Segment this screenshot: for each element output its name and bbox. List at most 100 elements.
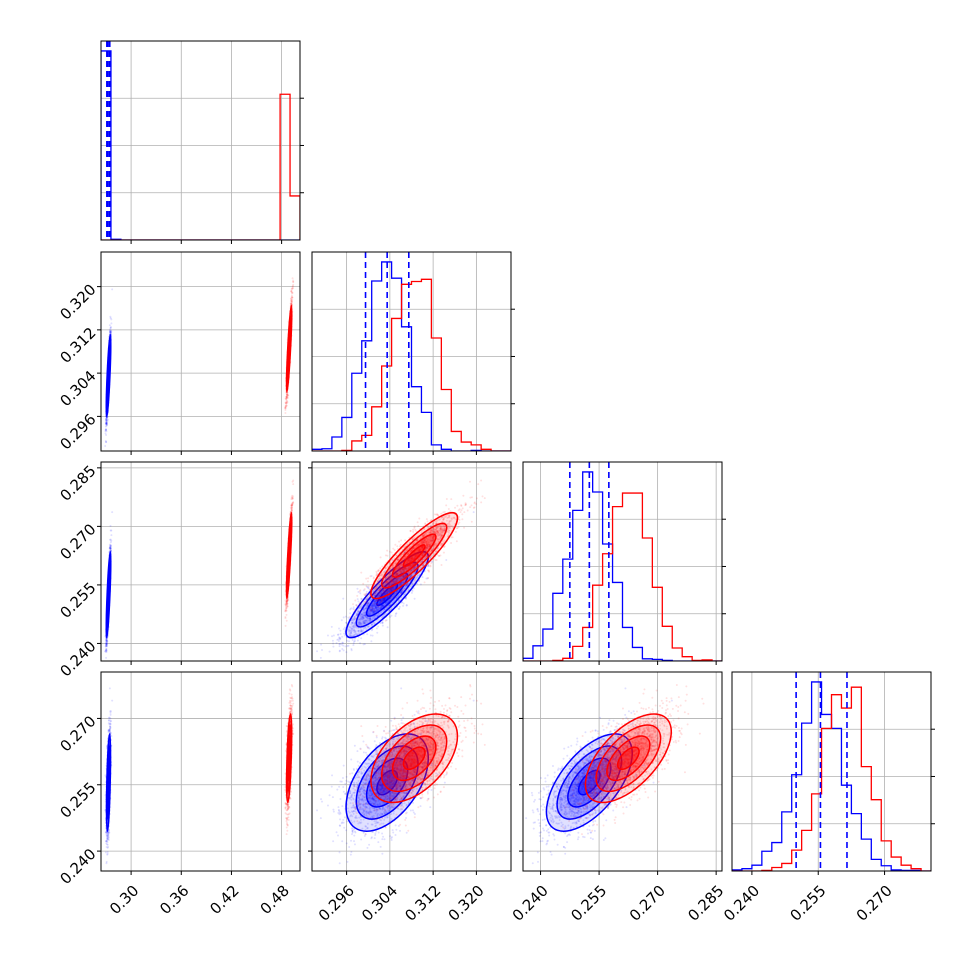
scatter-point	[105, 418, 108, 421]
scatter-point	[284, 412, 287, 415]
scatter-point	[109, 317, 112, 320]
scatter-point	[105, 429, 108, 432]
scatter-point	[106, 420, 109, 423]
y-tick-label: 0.320	[56, 280, 99, 323]
scatter-point	[109, 332, 112, 335]
scatter-point	[285, 395, 288, 398]
scatter-point	[105, 422, 108, 425]
scatter-point	[284, 407, 287, 410]
scatter-point	[105, 417, 108, 420]
scatter-point	[291, 285, 294, 288]
scatter-point	[109, 545, 112, 548]
scatter-point	[105, 638, 108, 641]
scatter-point	[105, 644, 108, 647]
scatter-point	[105, 643, 108, 646]
scatter-point	[108, 547, 111, 550]
scatter-point	[285, 402, 288, 405]
scatter-point	[110, 539, 113, 542]
scatter-point	[285, 393, 288, 396]
scatter-point	[286, 400, 289, 403]
scatter-point	[110, 322, 113, 325]
scatter-point	[285, 397, 288, 400]
scatter-point	[109, 547, 112, 550]
scatter-point	[104, 645, 107, 648]
scatter-point	[105, 642, 108, 645]
scatter-point	[105, 645, 108, 648]
scatter-point	[105, 649, 108, 652]
scatter-point	[290, 303, 293, 306]
scatter-point	[290, 296, 293, 299]
scatter-point	[292, 279, 295, 282]
scatter-point	[105, 421, 108, 424]
scatter-point	[108, 330, 111, 333]
scatter-point	[290, 299, 293, 302]
scatter-point	[292, 280, 295, 283]
scatter-point	[291, 277, 294, 280]
scatter-point	[290, 289, 293, 292]
scatter-point	[105, 419, 108, 422]
scatter-point	[105, 422, 108, 425]
scatter-point	[110, 331, 113, 334]
scatter-point	[285, 400, 288, 403]
scatter-point	[105, 642, 108, 645]
scatter-point	[104, 429, 107, 432]
scatter-point	[109, 315, 112, 318]
scatter-point	[284, 404, 287, 407]
scatter-point	[109, 326, 112, 329]
scatter-point	[284, 406, 287, 409]
scatter-point	[108, 329, 111, 332]
panel-frame	[311, 251, 512, 452]
histogram-series-0	[101, 50, 300, 240]
panel-1-0	[101, 252, 300, 451]
scatter-point	[287, 394, 290, 397]
scatter-point	[286, 393, 289, 396]
panel-1-1	[312, 252, 511, 451]
scatter-point	[109, 331, 112, 334]
panel-2-0	[101, 462, 300, 661]
scatter-point	[105, 419, 108, 422]
scatter-point	[284, 408, 287, 411]
scatter-point	[291, 287, 294, 290]
scatter-point	[104, 439, 107, 442]
scatter-point	[284, 405, 287, 408]
scatter-point	[291, 291, 294, 294]
scatter-point	[109, 329, 112, 332]
scatter-point	[285, 392, 288, 395]
scatter-point	[285, 397, 288, 400]
scatter-point	[109, 545, 112, 548]
scatter-point	[290, 299, 293, 302]
scatter-point	[284, 406, 287, 409]
scatter-point	[104, 648, 107, 651]
scatter-point	[285, 395, 288, 398]
scatter-point	[109, 547, 112, 550]
scatter-point	[105, 441, 108, 444]
scatter-point	[105, 650, 108, 653]
scatter-point	[109, 332, 112, 335]
scatter-point	[109, 548, 112, 551]
scatter-point	[290, 299, 293, 302]
scatter-point	[290, 301, 293, 304]
scatter-point	[109, 547, 112, 550]
scatter-point	[284, 401, 287, 404]
scatter-point	[105, 434, 108, 437]
scatter-point	[104, 642, 107, 645]
scatter-point	[109, 330, 112, 333]
scatter-point	[105, 423, 108, 426]
scatter-point	[109, 547, 112, 550]
scatter-point	[109, 529, 112, 532]
contour-series-0	[107, 364, 110, 387]
scatter-point	[105, 423, 108, 426]
scatter-point	[286, 401, 289, 404]
scatter-point	[104, 428, 107, 431]
scatter-point	[289, 297, 292, 300]
scatter-point	[104, 444, 107, 447]
scatter-point	[105, 641, 108, 644]
scatter-point	[109, 546, 112, 549]
scatter-point	[105, 423, 108, 426]
scatter-point	[104, 432, 107, 435]
scatter-point	[286, 394, 289, 397]
scatter-point	[110, 529, 113, 532]
scatter-point	[109, 524, 112, 527]
scatter-point	[290, 300, 293, 303]
